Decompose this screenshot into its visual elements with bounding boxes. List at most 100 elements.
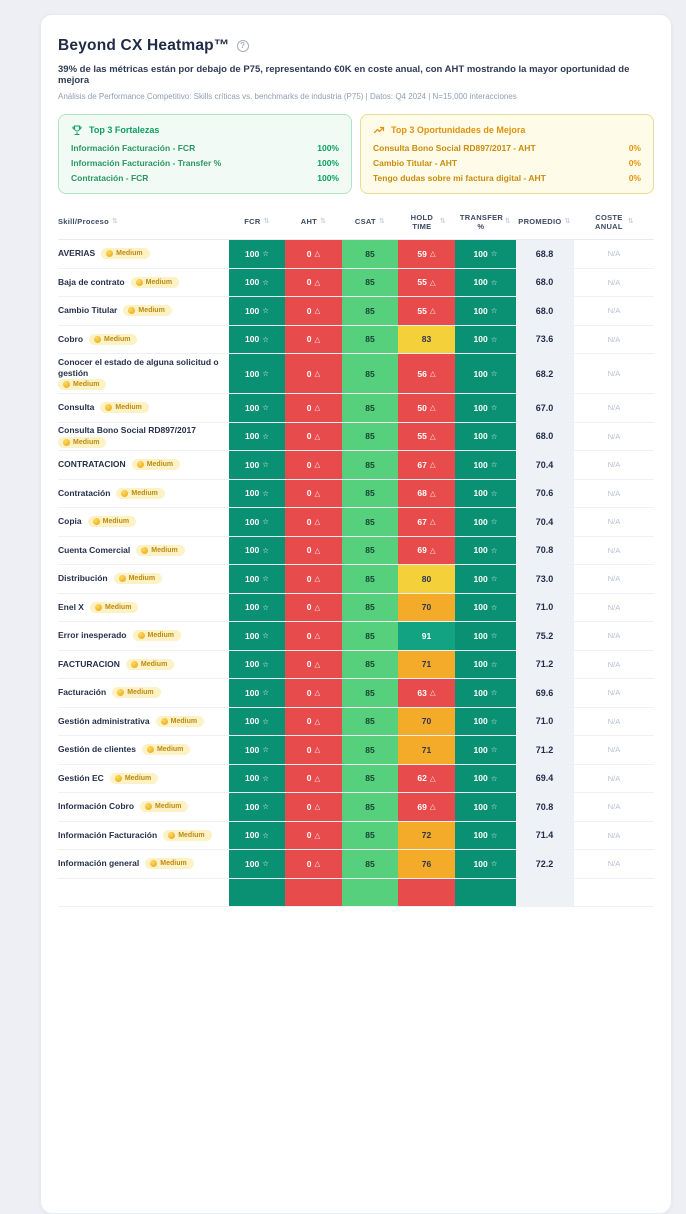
sort-icon[interactable]: ⇅ xyxy=(320,218,327,226)
csat-cell: 85 xyxy=(342,650,398,678)
coin-icon xyxy=(150,860,158,868)
transfer-cell: 100 ☆ xyxy=(455,764,516,792)
table-header: Skill/Proceso ⇅ FCR ⇅ AHT ⇅ CSAT ⇅ HOLD … xyxy=(58,206,654,240)
skill-cell: Consulta Bono Social RD897/2017 Medium xyxy=(58,423,229,451)
column-header-transfer[interactable]: TRANSFER % ⇅ xyxy=(459,212,512,231)
aht-cell: 0 △ xyxy=(285,565,342,593)
column-header-csat[interactable]: CSAT ⇅ xyxy=(354,217,386,227)
aht-cell: 0 △ xyxy=(285,479,342,507)
priority-badge: Medium xyxy=(125,658,175,670)
warning-icon: △ xyxy=(429,431,436,441)
column-header-aht[interactable]: AHT ⇅ xyxy=(300,217,327,227)
badge-label: Medium xyxy=(102,518,130,526)
hold-time-cell: 68 △ xyxy=(398,479,455,507)
coste-anual-cell: N/A xyxy=(573,622,654,650)
sort-icon[interactable]: ⇅ xyxy=(627,218,635,226)
sort-icon[interactable]: ⇅ xyxy=(564,218,571,226)
column-header-promedio[interactable]: PROMEDIO ⇅ xyxy=(518,217,571,227)
promedio-cell: 68.0 xyxy=(516,268,573,296)
aht-cell: 0 △ xyxy=(285,707,342,735)
skill-name: Copia xyxy=(58,516,82,527)
table-row: CONTRATACION Medium 100 ☆ 0 △ 85 67 △ 100 ☆ 70.4 N/A xyxy=(58,451,654,480)
column-header-coste-anual[interactable]: COSTE ANUAL ⇅ xyxy=(595,212,635,231)
skill-name: FACTURACION xyxy=(58,658,120,669)
priority-badge: Medium xyxy=(109,772,159,784)
star-icon: ☆ xyxy=(262,745,269,755)
aht-cell: 0 △ xyxy=(285,325,342,353)
warning-icon: △ xyxy=(314,517,321,527)
csat-cell: 85 xyxy=(342,422,398,450)
sort-icon[interactable]: ⇅ xyxy=(504,218,512,226)
coin-icon xyxy=(92,518,100,526)
warning-icon: △ xyxy=(314,545,321,555)
help-icon[interactable]: ? xyxy=(236,40,249,52)
star-icon: ☆ xyxy=(490,716,498,726)
csat-cell: 85 xyxy=(342,593,398,621)
table-body: AVERIAS Medium 100 ☆ 0 △ 85 59 △ 100 ☆ 68.8 N/A Baja … xyxy=(58,240,654,907)
coin-icon xyxy=(121,489,129,497)
coin-icon xyxy=(130,660,138,668)
badge-label: Medium xyxy=(160,860,187,868)
fcr-cell: 100 ☆ xyxy=(229,536,285,564)
csat-cell: 85 xyxy=(342,479,398,507)
coin-icon xyxy=(94,603,102,611)
hold-time-cell: 63 △ xyxy=(398,679,455,707)
warning-icon: △ xyxy=(314,716,321,726)
hold-time-cell: 62 △ xyxy=(398,764,455,792)
priority-badge: Medium xyxy=(136,544,185,556)
skill-name: Información Facturación xyxy=(58,829,158,840)
star-icon: ☆ xyxy=(490,802,498,812)
column-header-hold-time[interactable]: HOLD TIME ⇅ xyxy=(410,212,447,231)
sort-icon[interactable]: ⇅ xyxy=(378,218,386,226)
warning-icon: △ xyxy=(314,431,321,441)
column-header-skill[interactable]: Skill/Proceso ⇅ xyxy=(58,217,119,227)
skill-cell: AVERIAS Medium xyxy=(58,240,229,268)
star-icon: ☆ xyxy=(262,488,269,498)
star-icon: ☆ xyxy=(262,517,269,527)
skill-name: Cambio Titular xyxy=(58,305,118,316)
coste-anual-cell: N/A xyxy=(573,297,654,325)
sort-icon[interactable]: ⇅ xyxy=(263,218,270,226)
hold-time-cell: 67 △ xyxy=(398,451,455,479)
star-icon: ☆ xyxy=(262,574,269,584)
star-icon: ☆ xyxy=(262,277,269,287)
star-icon: ☆ xyxy=(262,688,269,698)
star-icon: ☆ xyxy=(262,545,269,555)
hold-time-cell: 50 △ xyxy=(398,394,455,422)
badge-label: Medium xyxy=(131,489,158,497)
transfer-cell: 100 ☆ xyxy=(455,297,516,325)
csat-cell: 85 xyxy=(342,451,398,479)
trend-up-icon xyxy=(373,126,385,134)
warning-icon: △ xyxy=(314,859,321,869)
strength-label: Información Facturación - Transfer % xyxy=(71,158,222,168)
promedio-cell: 73.0 xyxy=(516,565,573,593)
aht-cell: 0 △ xyxy=(285,354,342,393)
column-header-fcr[interactable]: FCR ⇅ xyxy=(244,217,270,227)
skill-cell: CONTRATACION Medium xyxy=(58,451,229,479)
promedio-cell: 70.4 xyxy=(516,451,573,479)
aht-cell: 0 △ xyxy=(285,850,342,878)
priority-badge: Medium xyxy=(131,459,181,471)
warning-icon: △ xyxy=(429,277,436,287)
csat-cell: 85 xyxy=(342,821,398,849)
sort-icon[interactable]: ⇅ xyxy=(112,218,119,226)
coste-anual-cell: N/A xyxy=(573,354,654,393)
opportunity-label: Tengo dudas sobre mi factura digital - A… xyxy=(373,173,546,183)
fcr-cell: 100 ☆ xyxy=(229,479,285,507)
aht-cell: 0 △ xyxy=(285,508,342,536)
skill-cell: Consulta Medium xyxy=(58,394,229,422)
hold-time-cell: 71 xyxy=(398,736,455,764)
csat-cell: 85 xyxy=(342,536,398,564)
heatmap-panel: Beyond CX Heatmap™ ? 39% de las métricas… xyxy=(40,14,672,1214)
skill-name: CONTRATACION xyxy=(58,459,126,470)
promedio-cell: 75.2 xyxy=(516,622,573,650)
star-icon: ☆ xyxy=(490,773,498,783)
priority-badge: Medium xyxy=(132,630,181,642)
promedio-cell: 71.4 xyxy=(516,821,573,849)
skill-name: Cobro xyxy=(58,333,84,344)
sort-icon[interactable]: ⇅ xyxy=(439,218,447,226)
star-icon: ☆ xyxy=(490,460,498,470)
warning-icon: △ xyxy=(314,334,321,344)
transfer-cell: 100 ☆ xyxy=(455,422,516,450)
fcr-cell: 100 ☆ xyxy=(229,622,285,650)
